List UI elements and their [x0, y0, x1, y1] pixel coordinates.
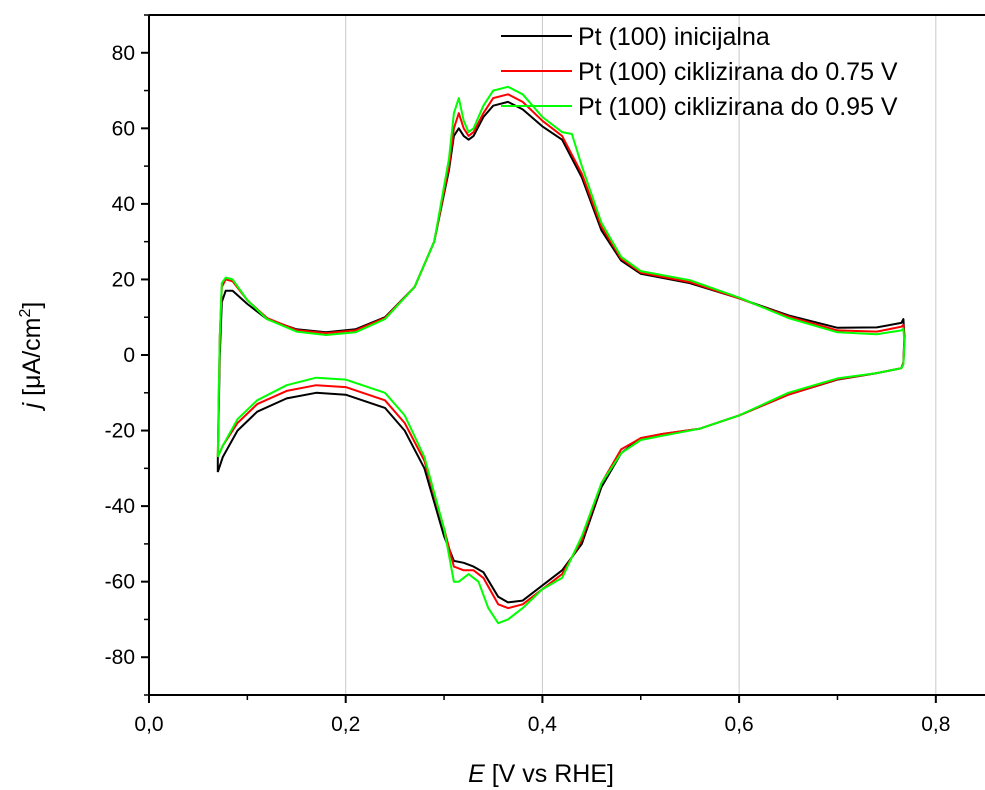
y-axis-title-close: ] — [18, 302, 46, 309]
x-axis-title-symbol: E — [468, 760, 485, 788]
x-tick-label: 0,2 — [331, 713, 360, 736]
y-tick-label: 20 — [112, 268, 135, 291]
series-line-1 — [216, 100, 906, 604]
x-tick-label: 0,4 — [528, 713, 558, 736]
x-axis-title: E [V vs RHE] — [468, 760, 614, 788]
y-tick-label: 80 — [112, 42, 135, 65]
x-tick-label: 0,6 — [725, 713, 754, 736]
y-tick-label: -60 — [105, 571, 135, 594]
y-tick-label: 40 — [112, 193, 135, 216]
x-tick-label: 0,0 — [134, 713, 163, 736]
y-axis-title: j [μA/cm2] — [17, 302, 46, 412]
grid-lines — [345, 15, 937, 695]
y-tick-label: -80 — [105, 646, 135, 669]
y-axis-title-text: [μA/cm — [18, 318, 46, 403]
legend: Pt (100) inicijalna Pt (100) ciklizirana … — [501, 23, 898, 121]
y-axis-title-superscript: 2 — [17, 309, 34, 318]
y-axis-title-symbol: j — [18, 401, 46, 411]
x-tick-label: 0,8 — [921, 713, 950, 736]
y-tick-label: 60 — [112, 117, 135, 140]
series-line-3 — [216, 85, 906, 625]
y-tick-label: 0 — [123, 344, 135, 367]
ticks: 0,0 0,2 0,4 0,6 0,8 -80 -60 -40 -20 0 20 40 60 80 — [105, 14, 950, 736]
y-tick-label: -20 — [105, 420, 135, 443]
legend-label-2: Pt (100) ciklizirana do 0.75 V — [578, 58, 898, 86]
legend-label-1: Pt (100) inicijalna — [578, 23, 770, 51]
series-layer — [216, 85, 906, 625]
y-tick-label: -40 — [105, 495, 135, 518]
series-line-2 — [216, 93, 906, 610]
x-axis-title-text: [V vs RHE] — [485, 760, 614, 788]
legend-label-3: Pt (100) ciklizirana do 0.95 V — [578, 93, 898, 121]
